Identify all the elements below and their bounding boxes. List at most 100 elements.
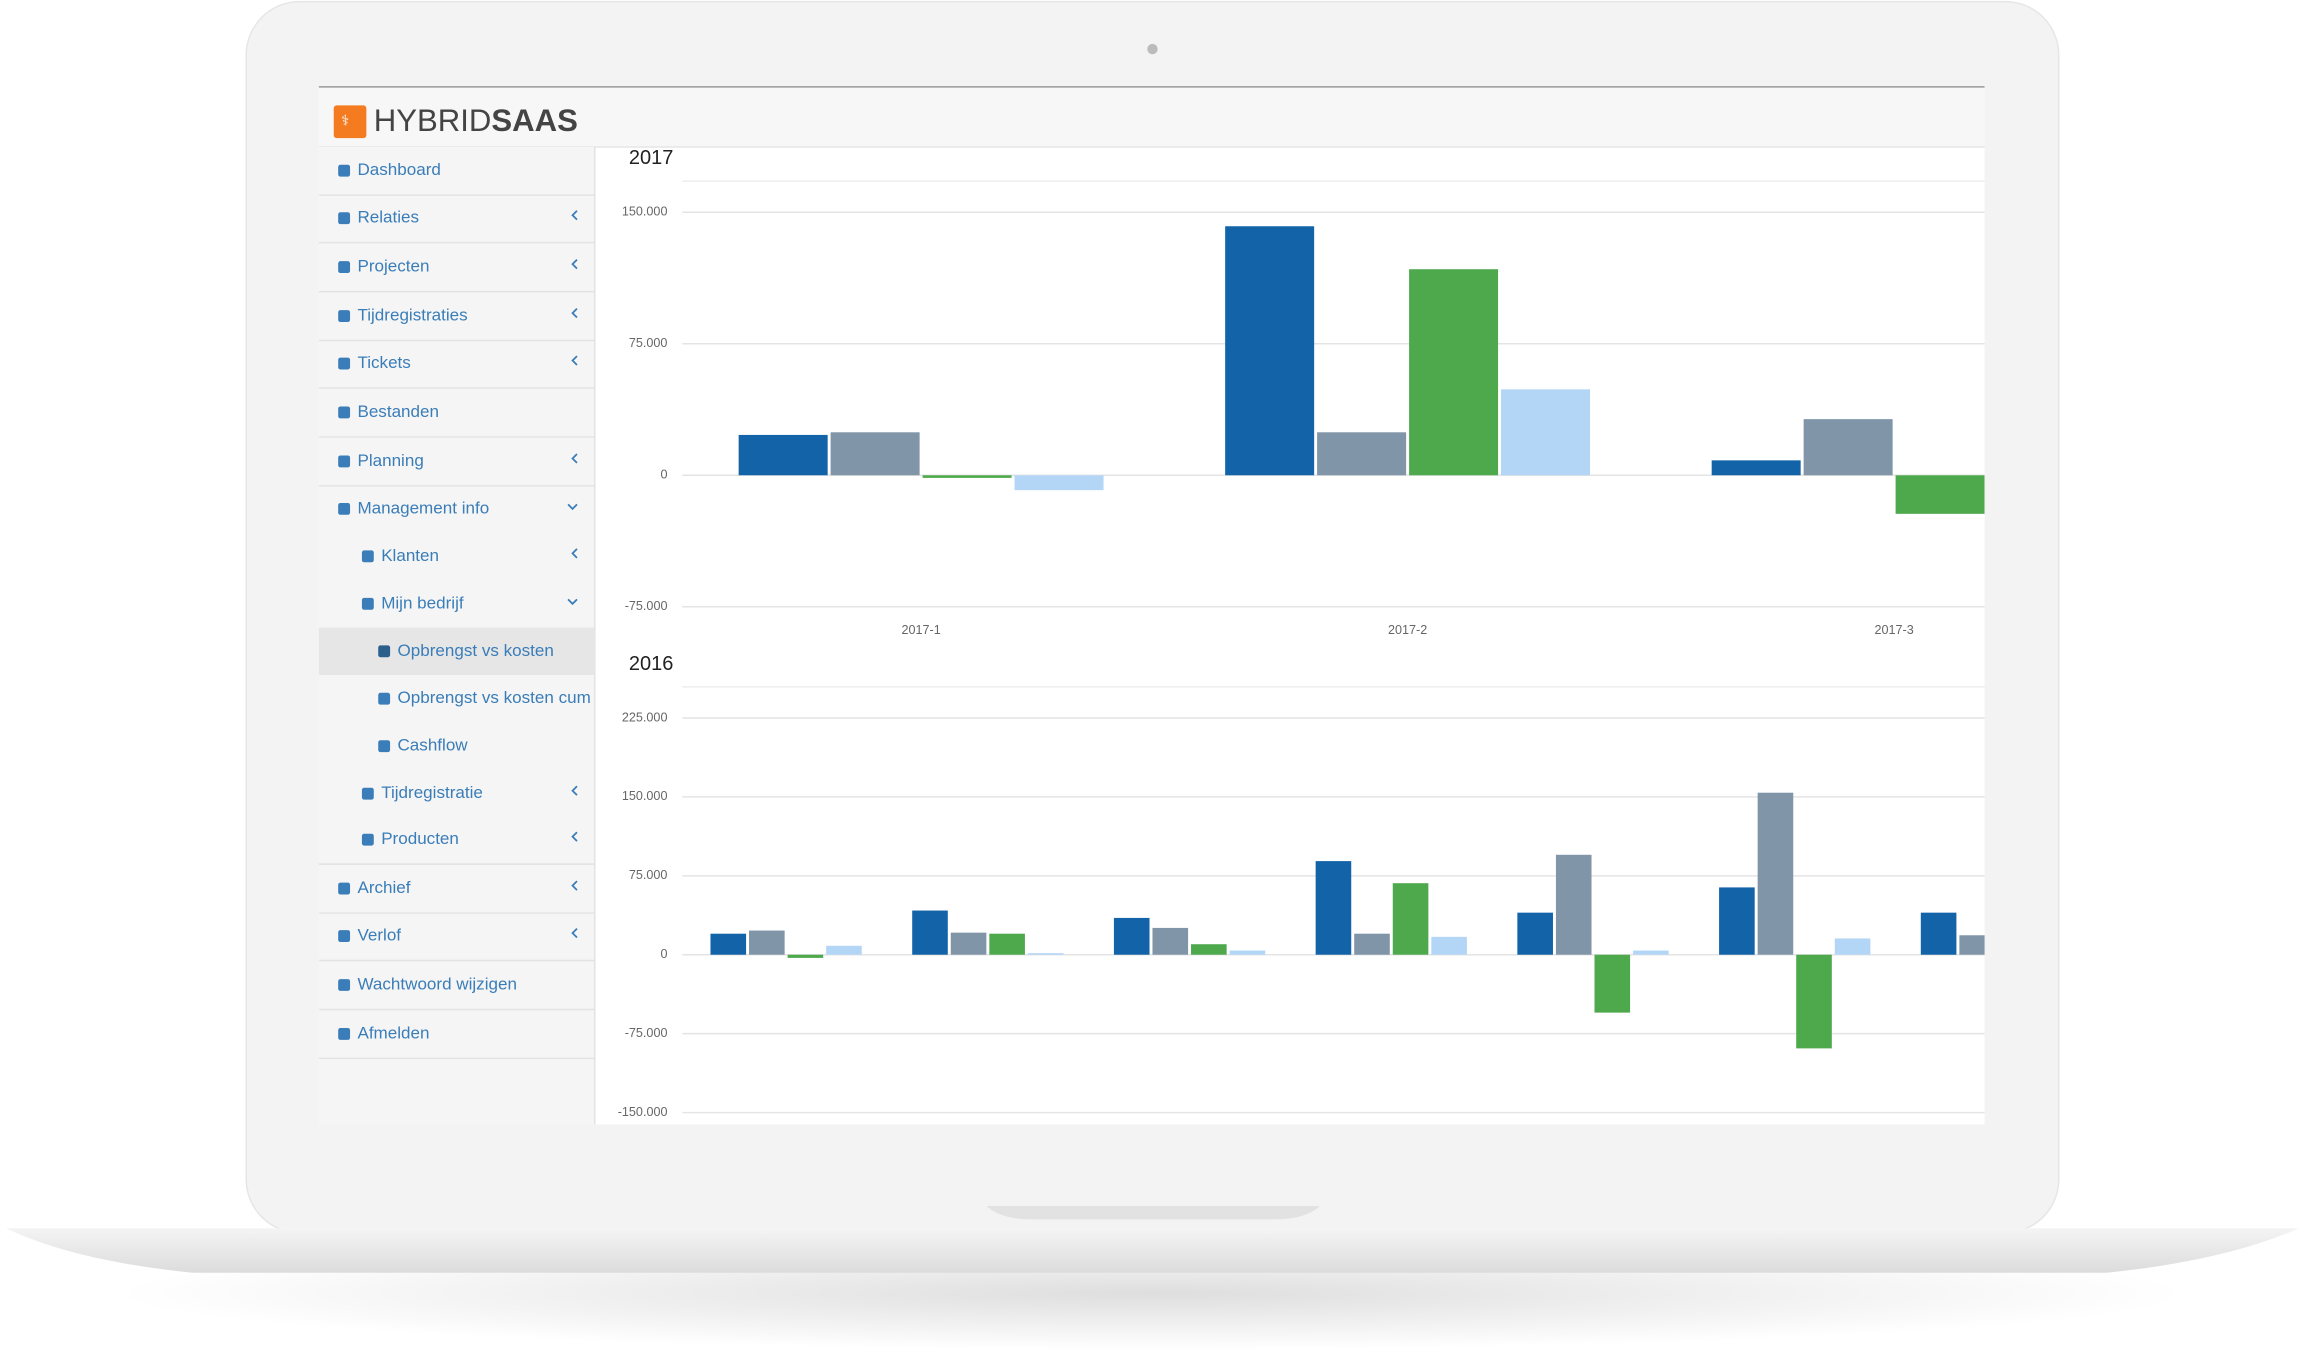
chevron — [571, 308, 578, 319]
bar — [826, 945, 862, 955]
nav-icon — [338, 1028, 351, 1040]
nav-item[interactable]: Klanten — [361, 546, 578, 565]
bar — [1959, 935, 1985, 955]
chevron — [571, 355, 578, 366]
y-tick-label: -75.000 — [625, 1026, 668, 1040]
nav-item[interactable]: Cashflow — [378, 736, 468, 755]
bar — [1834, 938, 1871, 955]
nav-item[interactable]: Tijdregistratie — [361, 783, 578, 802]
nav-label: Planning — [357, 451, 423, 470]
nav-icon — [338, 357, 351, 370]
y-tick-label: 0 — [660, 468, 667, 482]
nav-icon — [338, 930, 351, 942]
nav-label: Projecten — [357, 257, 429, 276]
nav-label: Verlof — [357, 926, 401, 945]
y-tick-label: 0 — [660, 947, 667, 961]
nav-icon — [338, 502, 351, 515]
nav-item[interactable]: Tijdregistraties — [338, 306, 578, 325]
nav-item[interactable]: Producten — [361, 829, 578, 848]
y-tick-label: 75.000 — [629, 868, 668, 882]
nav-icon — [361, 550, 374, 563]
bar — [1014, 475, 1104, 491]
nav-label: Opbrengst vs kosten cum — [398, 688, 591, 707]
nav-icon — [338, 882, 351, 895]
nav-label: Tijdregistraties — [357, 306, 467, 325]
bar — [1895, 475, 1985, 514]
bar — [1409, 269, 1499, 476]
nav-label: Afmelden — [357, 1023, 429, 1042]
nav-icon — [338, 979, 351, 991]
nav-icon — [338, 455, 351, 468]
nav-label: Wachtwoord wijzigen — [357, 974, 516, 993]
bar — [989, 933, 1025, 955]
nav-icon — [378, 740, 391, 753]
bar — [1152, 927, 1189, 955]
logo-glyph: ⚕ — [341, 114, 349, 130]
camera — [1147, 43, 1158, 55]
y-tick-label: 225.000 — [622, 710, 668, 724]
bar — [1633, 950, 1669, 955]
nav-label: Relaties — [357, 208, 419, 227]
x-tick-label: 2017-1 — [901, 623, 940, 637]
nav-item[interactable]: Projecten — [338, 257, 578, 276]
nav-item[interactable]: Verlof — [338, 926, 578, 945]
nav-item[interactable]: Archief — [338, 878, 578, 897]
screen — [318, 86, 1985, 1125]
logo-bold: SAAS — [491, 103, 577, 138]
nav-label: Producten — [381, 829, 459, 848]
nav-item[interactable]: Relaties — [338, 208, 578, 227]
plot — [738, 226, 1985, 514]
chart-title: 2016 — [629, 653, 674, 675]
nav-icon — [361, 597, 374, 610]
nav-item[interactable]: Afmelden — [338, 1023, 429, 1042]
bar — [749, 930, 785, 955]
bar — [1225, 226, 1315, 476]
nav-label: Archief — [357, 878, 410, 897]
nav-item[interactable]: Management info — [338, 498, 578, 517]
chevron — [571, 210, 578, 221]
logo: HYBRIDSAAS — [374, 103, 578, 138]
nav-item[interactable]: Mijn bedrijf — [361, 593, 578, 612]
nav-icon — [361, 787, 374, 800]
y-tick-label: 150.000 — [622, 205, 668, 219]
nav-item[interactable]: Wachtwoord wijzigen — [338, 974, 517, 993]
nav-icon — [338, 164, 351, 177]
nav-icon — [338, 261, 351, 274]
bar — [1501, 389, 1591, 476]
bar — [1229, 950, 1266, 955]
nav-item[interactable]: Dashboard — [338, 160, 441, 179]
bar — [1027, 953, 1064, 955]
bar — [1113, 917, 1150, 955]
chevron — [571, 259, 578, 270]
chevron — [571, 548, 578, 559]
nav-label: Opbrengst vs kosten — [398, 641, 554, 660]
nav-item[interactable]: Planning — [338, 451, 578, 470]
bar — [1757, 792, 1794, 955]
active-item-bg — [318, 627, 595, 675]
y-tick-label: 75.000 — [629, 336, 668, 350]
nav-label: Klanten — [381, 546, 439, 565]
bar — [787, 954, 824, 958]
nav-label: Tijdregistratie — [381, 783, 483, 802]
nav-label: Cashflow — [398, 736, 469, 755]
chevron — [571, 928, 578, 939]
notch — [986, 1206, 1321, 1220]
header — [318, 86, 1985, 147]
x-tick-label: 2017-3 — [1874, 623, 1913, 637]
chevron — [571, 453, 578, 464]
nav-item[interactable]: Opbrengst vs kosten cum — [378, 688, 591, 707]
nav-icon — [338, 212, 351, 225]
nav-label: Tickets — [357, 353, 410, 372]
bar — [1555, 854, 1592, 955]
bar — [1317, 432, 1407, 476]
nav-item[interactable]: Bestanden — [338, 402, 439, 421]
bar — [1796, 954, 1832, 1049]
y-tick-label: 150.000 — [622, 789, 668, 803]
bar — [710, 933, 747, 955]
y-tick-label: -150.000 — [618, 1105, 668, 1119]
nav-label: Management info — [357, 498, 489, 517]
nav-item[interactable]: Tickets — [338, 353, 578, 372]
bar — [1719, 887, 1755, 955]
nav-item[interactable]: Opbrengst vs kosten — [378, 641, 554, 660]
